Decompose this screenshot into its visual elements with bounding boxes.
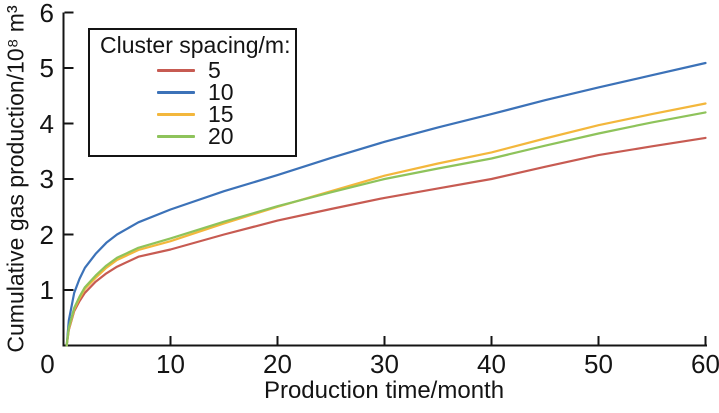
x-tick-label: 20 (263, 349, 292, 379)
legend-entry-label: 20 (208, 123, 234, 149)
x-tick-label: 10 (156, 349, 185, 379)
y-tick-label: 2 (39, 219, 54, 250)
legend-entries: 5 10 15 20 (90, 57, 295, 149)
x-tick-label: 30 (370, 349, 399, 379)
legend-entry-cluster-spacing-20: 20 (90, 123, 295, 149)
y-tick-label: 5 (39, 53, 54, 83)
x-tick-label: 0 (40, 349, 55, 379)
legend-swatch-icon (157, 90, 195, 94)
x-axis-title: Production time/month (263, 377, 505, 404)
legend-entry-label: 15 (208, 101, 234, 127)
legend-entry-cluster-spacing-10: 10 (90, 79, 295, 105)
series-line-cluster-spacing-5 (65, 136, 707, 347)
series-line-cluster-spacing-10 (65, 61, 707, 347)
legend: Cluster spacing/m: 5 10 15 20 (88, 28, 297, 157)
y-tick-label: 4 (39, 108, 54, 139)
legend-swatch-icon (157, 68, 195, 72)
series-line-cluster-spacing-20 (65, 111, 707, 347)
y-tick-label: 3 (39, 164, 54, 194)
legend-title: Cluster spacing/m: (100, 32, 291, 58)
x-tick-label: 40 (477, 349, 506, 379)
legend-entry-label: 10 (208, 79, 234, 105)
legend-entry-cluster-spacing-15: 15 (90, 101, 295, 127)
y-tick-label: 1 (39, 275, 54, 305)
x-tick-label: 60 (691, 349, 719, 379)
legend-entry-label: 5 (208, 57, 221, 83)
legend-swatch-icon (157, 112, 195, 116)
legend-entry-cluster-spacing-5: 5 (90, 57, 295, 83)
y-tick-label: 6 (39, 0, 54, 28)
legend-swatch-icon (157, 134, 195, 138)
x-tick-label: 50 (584, 349, 613, 379)
